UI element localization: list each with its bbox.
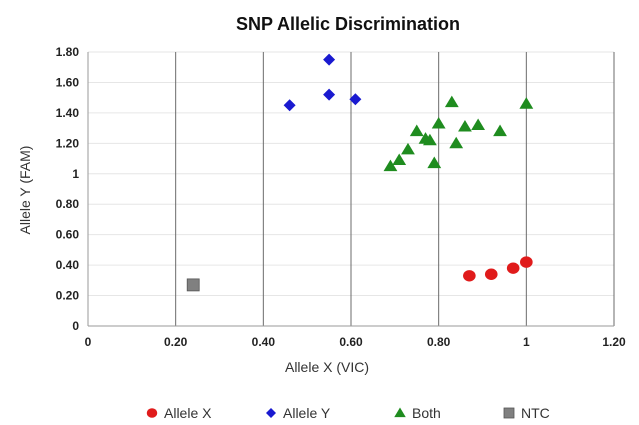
both-point xyxy=(449,136,464,149)
x-tick-label: 0.80 xyxy=(427,335,451,349)
legend-label-allele-y: Allele Y xyxy=(283,405,331,421)
x-tick-label: 1 xyxy=(523,335,530,349)
both-point xyxy=(423,133,437,146)
y-tick-label: 0.20 xyxy=(56,289,80,303)
y-tick-label: 0.40 xyxy=(56,258,80,272)
x-tick-label: 1.20 xyxy=(602,335,626,349)
y-tick-label: 1.20 xyxy=(56,136,80,150)
both-point xyxy=(392,153,407,166)
legend-marker-both xyxy=(394,407,406,418)
legend-label-allele-x: Allele X xyxy=(164,405,212,421)
y-tick-label: 1.80 xyxy=(56,45,80,59)
legend-marker-allele-y xyxy=(266,408,276,418)
data-points xyxy=(186,53,534,292)
both-point xyxy=(444,95,459,108)
legend-label-ntc: NTC xyxy=(521,405,550,421)
both-point xyxy=(383,159,398,172)
legend-marker-allele-x xyxy=(146,408,158,418)
legend: Allele X Allele Y Both NTC xyxy=(146,405,550,421)
allele-y-point xyxy=(323,53,336,66)
ntc-point xyxy=(186,278,200,292)
allele-x-point xyxy=(463,270,476,282)
grid-lines xyxy=(87,51,615,327)
y-tick-label: 1.60 xyxy=(56,75,80,89)
both-point xyxy=(431,116,446,129)
chart-title: SNP Allelic Discrimination xyxy=(236,14,460,34)
both-point xyxy=(409,124,424,137)
x-tick-label: 0.60 xyxy=(339,335,363,349)
x-axis-label: Allele X (VIC) xyxy=(285,359,369,375)
allele-y-point xyxy=(283,99,296,112)
allele-x-point xyxy=(506,262,520,274)
both-point xyxy=(493,124,507,137)
y-tick-label: 1.40 xyxy=(56,106,80,120)
allele-y-point xyxy=(323,88,336,101)
x-tick-label: 0.20 xyxy=(164,335,188,349)
x-tick-label: 0 xyxy=(85,335,92,349)
y-tick-label: 0.80 xyxy=(56,197,80,211)
both-point xyxy=(471,118,486,131)
allele-y-point xyxy=(349,93,362,106)
tick-labels: 0 0.20 0.40 0.60 0.80 1 1.20 0 0.20 0.40 0.60 0.80 1… xyxy=(56,45,626,349)
x-tick-label: 0.40 xyxy=(252,335,276,349)
y-tick-label: 0.60 xyxy=(56,228,80,242)
both-point xyxy=(519,97,534,109)
legend-label-both: Both xyxy=(412,405,441,421)
y-tick-label: 1 xyxy=(72,167,79,181)
y-tick-label: 0 xyxy=(72,319,79,333)
both-point xyxy=(401,142,415,155)
both-point xyxy=(458,119,472,132)
y-axis-label: Allele Y (FAM) xyxy=(17,146,33,235)
both-point xyxy=(427,156,442,169)
allele-x-point xyxy=(484,268,498,280)
allele-x-point xyxy=(520,256,533,268)
legend-marker-ntc xyxy=(503,407,515,419)
